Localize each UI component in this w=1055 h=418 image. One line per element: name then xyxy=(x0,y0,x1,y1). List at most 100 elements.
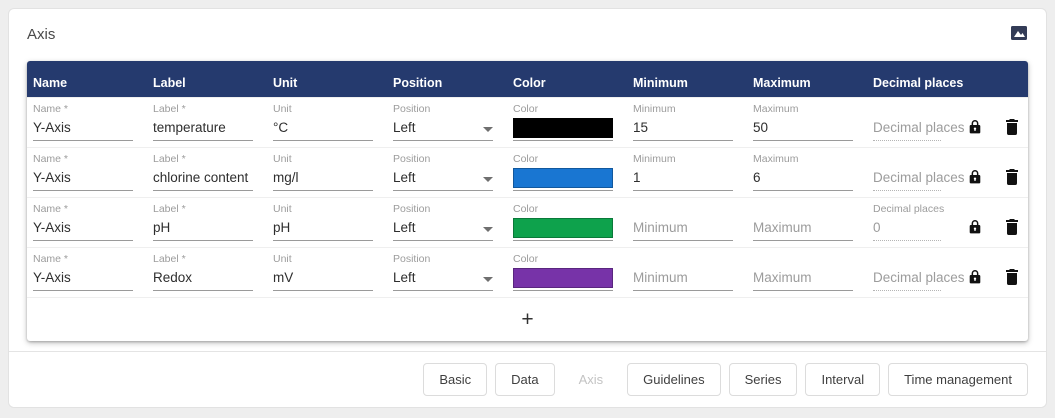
column-header-color: Color xyxy=(513,76,546,90)
maximum-input[interactable]: 6 xyxy=(753,167,853,191)
color-swatch xyxy=(513,118,613,138)
label-field: Label * Redox xyxy=(147,248,267,297)
position-select[interactable]: Left xyxy=(393,267,493,291)
decimal-places-field-label: Decimal places xyxy=(873,203,945,215)
table-row: Name * Y-Axis Label * temperature Unit °… xyxy=(27,97,1028,147)
color-picker[interactable] xyxy=(513,117,613,141)
minimum-field-label: Minimum xyxy=(633,153,676,165)
lock-icon[interactable] xyxy=(969,269,981,284)
position-field-label: Position xyxy=(393,153,431,165)
image-export-icon[interactable] xyxy=(1010,25,1028,41)
name-field: Name * Y-Axis xyxy=(27,98,147,147)
maximum-field-label: Maximum xyxy=(753,153,799,165)
label-field: Label * pH xyxy=(147,198,267,247)
trash-icon[interactable] xyxy=(1005,168,1019,185)
position-select[interactable]: Left xyxy=(393,117,493,141)
name-input[interactable]: Y-Axis xyxy=(33,117,133,141)
unit-input[interactable]: mg/l xyxy=(273,167,373,191)
color-swatch xyxy=(513,168,613,188)
column-header-spacer2 xyxy=(995,90,1028,97)
label-field-label: Label * xyxy=(153,203,186,215)
nav-button-basic[interactable]: Basic xyxy=(423,363,488,396)
lock-icon[interactable] xyxy=(969,169,981,184)
minimum-input[interactable]: 1 xyxy=(633,167,733,191)
position-field: Position Left xyxy=(387,148,507,197)
lock-cell xyxy=(955,198,995,247)
delete-cell xyxy=(995,148,1028,197)
label-input[interactable]: pH xyxy=(153,217,253,241)
maximum-field: Maximum xyxy=(747,198,867,247)
nav-button-data[interactable]: Data xyxy=(495,363,555,396)
minimum-input[interactable]: Minimum xyxy=(633,217,733,241)
name-input[interactable]: Y-Axis xyxy=(33,217,133,241)
label-input[interactable]: Redox xyxy=(153,267,253,291)
lock-cell xyxy=(955,98,995,147)
lock-icon[interactable] xyxy=(969,119,981,134)
column-header-label: Label xyxy=(153,76,186,90)
color-field-label: Color xyxy=(513,253,539,265)
column-header-maximum: Maximum xyxy=(753,76,811,90)
decimal-places-input[interactable]: Decimal places xyxy=(873,117,965,141)
nav-button-series[interactable]: Series xyxy=(728,363,798,396)
minimum-input[interactable]: 15 xyxy=(633,117,733,141)
column-header-decimal-places: Decimal places xyxy=(873,76,964,90)
lock-icon[interactable] xyxy=(969,219,981,234)
decimal-places-field-label xyxy=(873,253,941,267)
label-field-label: Label * xyxy=(153,103,186,115)
label-input[interactable]: temperature xyxy=(153,117,253,141)
unit-input[interactable]: °C xyxy=(273,117,373,141)
color-picker[interactable] xyxy=(513,267,613,291)
chevron-down-icon xyxy=(483,177,493,182)
maximum-field-label xyxy=(753,203,853,217)
column-header-minimum: Minimum xyxy=(633,76,688,90)
decimal-places-input[interactable]: 0 xyxy=(873,217,941,241)
decimal-places-input[interactable]: Decimal places xyxy=(873,167,965,191)
unit-field-label: Unit xyxy=(273,253,292,265)
color-field-label: Color xyxy=(513,153,539,165)
trash-icon[interactable] xyxy=(1005,268,1019,285)
color-field: Color xyxy=(507,198,627,247)
chevron-down-icon xyxy=(483,127,493,132)
name-input[interactable]: Y-Axis xyxy=(33,167,133,191)
maximum-input[interactable]: Maximum xyxy=(753,217,853,241)
minimum-field: Minimum xyxy=(627,198,747,247)
trash-icon[interactable] xyxy=(1005,218,1019,235)
minimum-field-label xyxy=(633,253,733,267)
lock-cell xyxy=(955,248,995,297)
maximum-field: Maximum xyxy=(747,248,867,297)
unit-field-label: Unit xyxy=(273,153,292,165)
color-picker[interactable] xyxy=(513,217,613,241)
maximum-input[interactable]: Maximum xyxy=(753,267,853,291)
color-field: Color xyxy=(507,148,627,197)
trash-icon[interactable] xyxy=(1005,118,1019,135)
column-header-name: Name xyxy=(33,76,68,90)
minimum-field: Minimum xyxy=(627,248,747,297)
decimal-places-field: Decimal places xyxy=(867,148,965,197)
nav-button-interval[interactable]: Interval xyxy=(805,363,881,396)
decimal-places-field-label xyxy=(873,103,941,117)
name-input[interactable]: Y-Axis xyxy=(33,267,133,291)
position-select[interactable]: Left xyxy=(393,217,493,241)
position-select[interactable]: Left xyxy=(393,167,493,191)
decimal-places-field: Decimal places xyxy=(867,248,965,297)
nav-button-time-management[interactable]: Time management xyxy=(888,363,1028,396)
add-axis-button[interactable]: + xyxy=(521,308,534,331)
minimum-input[interactable]: Minimum xyxy=(633,267,733,291)
maximum-input[interactable]: 50 xyxy=(753,117,853,141)
unit-input[interactable]: mV xyxy=(273,267,373,291)
name-field-label: Name * xyxy=(33,253,69,265)
maximum-field-label xyxy=(753,253,853,267)
position-field: Position Left xyxy=(387,98,507,147)
decimal-places-input[interactable]: Decimal places xyxy=(873,267,965,291)
unit-field: Unit mg/l xyxy=(267,148,387,197)
unit-input[interactable]: pH xyxy=(273,217,373,241)
maximum-field-label: Maximum xyxy=(753,103,799,115)
axis-table: Name Label Unit Position Color Minimum M… xyxy=(27,61,1028,341)
name-field: Name * Y-Axis xyxy=(27,148,147,197)
maximum-field: Maximum 50 xyxy=(747,98,867,147)
nav-button-guidelines[interactable]: Guidelines xyxy=(627,363,721,396)
minimum-field-label: Minimum xyxy=(633,103,676,115)
label-field-label: Label * xyxy=(153,153,186,165)
label-input[interactable]: chlorine content xyxy=(153,167,253,191)
color-picker[interactable] xyxy=(513,167,613,191)
